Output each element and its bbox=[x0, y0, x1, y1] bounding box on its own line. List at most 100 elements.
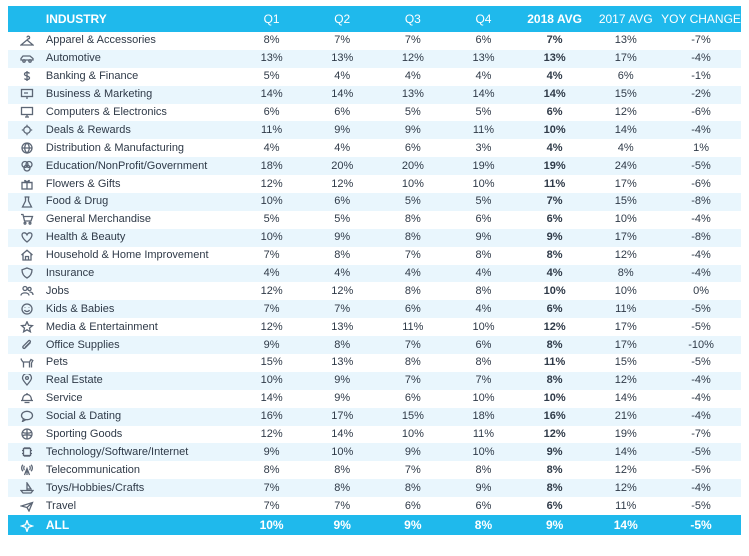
cell-q2: 9% bbox=[334, 392, 351, 405]
cell-2018-avg: 4% bbox=[546, 141, 563, 154]
row-icon-cell bbox=[8, 354, 46, 372]
cell-q2: 4% bbox=[334, 141, 351, 154]
cell-q2: 8% bbox=[334, 249, 351, 262]
cell-2017-avg: 8% bbox=[617, 267, 634, 280]
cell-2017-avg: 11% bbox=[615, 302, 637, 315]
cell-q3: 8% bbox=[404, 213, 421, 226]
cell-q1: 5% bbox=[263, 70, 280, 83]
cell-2018-avg: 12% bbox=[543, 320, 566, 333]
bell-icon bbox=[20, 393, 33, 404]
total-row: ALL 10% 9% 9% 8% 9% 14% -5% bbox=[8, 515, 741, 536]
cell-yoy-change: -5% bbox=[691, 302, 711, 315]
cell-2018-avg: 12% bbox=[543, 428, 566, 441]
header-q1: Q1 bbox=[263, 12, 280, 26]
table-row: Banking & Finance 5% 4% 4% 4% 4% 6% -1% bbox=[8, 68, 741, 86]
table-row: Sporting Goods 12% 14% 10% 11% 12% 19% -7% bbox=[8, 426, 741, 444]
industry-name: Technology/Software/Internet bbox=[45, 445, 189, 458]
cell-2018-avg: 8% bbox=[546, 338, 563, 351]
header-icon-cell bbox=[8, 6, 46, 32]
cell-q3: 8% bbox=[404, 231, 421, 244]
cell-2018-avg: 7% bbox=[546, 195, 563, 208]
row-icon-cell bbox=[8, 390, 46, 408]
cell-q3: 6% bbox=[404, 392, 421, 405]
cell-2018-avg: 14% bbox=[543, 88, 566, 101]
cell-q1: 7% bbox=[263, 302, 280, 315]
cell-q4: 5% bbox=[475, 106, 492, 118]
cell-q3: 12% bbox=[401, 52, 424, 65]
cell-q4: 6% bbox=[475, 213, 492, 226]
cell-q2: 13% bbox=[331, 52, 354, 65]
dog-icon bbox=[20, 357, 34, 368]
cell-q3: 7% bbox=[404, 249, 421, 262]
header-2018-avg: 2018 AVG bbox=[527, 12, 582, 26]
header-industry: INDUSTRY bbox=[45, 12, 107, 26]
header-q3: Q3 bbox=[404, 12, 421, 26]
cell-q4: 9% bbox=[475, 231, 492, 244]
cell-q1: 10% bbox=[260, 374, 283, 387]
cell-yoy-change: -2% bbox=[691, 88, 711, 101]
cell-q2: 7% bbox=[334, 34, 351, 47]
cell-yoy-change: -6% bbox=[691, 106, 711, 118]
total-q4: 8% bbox=[474, 518, 493, 533]
cell-yoy-change: -4% bbox=[691, 249, 711, 262]
cell-2017-avg: 12% bbox=[614, 249, 637, 262]
cell-2018-avg: 11% bbox=[543, 356, 566, 369]
row-icon-cell bbox=[8, 336, 46, 354]
industry-name: Jobs bbox=[45, 284, 70, 297]
table-row: Business & Marketing 14% 14% 13% 14% 14% 15% -2… bbox=[8, 85, 741, 104]
cell-q4: 18% bbox=[472, 410, 495, 423]
cell-2018-avg: 10% bbox=[543, 123, 566, 136]
cell-q4: 6% bbox=[475, 499, 492, 512]
cell-q2: 20% bbox=[331, 159, 354, 172]
house-icon bbox=[21, 249, 33, 261]
header-2017-avg: 2017 AVG bbox=[598, 12, 653, 26]
cell-2017-avg: 15% bbox=[614, 356, 637, 369]
cell-2017-avg: 11% bbox=[615, 499, 637, 512]
total-q3: 9% bbox=[404, 518, 422, 533]
cell-yoy-change: 1% bbox=[693, 141, 709, 154]
table-row: Social & Dating 16% 17% 15% 18% 16% 21% -4% bbox=[8, 407, 741, 426]
cell-q1: 6% bbox=[263, 106, 280, 118]
cell-q2: 14% bbox=[331, 88, 354, 101]
industry-name: Sporting Goods bbox=[45, 428, 123, 441]
cell-q3: 7% bbox=[404, 374, 421, 387]
cell-2017-avg: 14% bbox=[614, 445, 637, 458]
industry-table: INDUSTRY Q1 Q2 Q3 Q4 2018 AVG 2017 AVG Y… bbox=[8, 6, 741, 536]
smiley-icon bbox=[21, 303, 33, 315]
cell-q1: 18% bbox=[260, 159, 283, 172]
cell-q4: 13% bbox=[472, 52, 495, 65]
cell-2017-avg: 19% bbox=[614, 428, 637, 441]
cell-yoy-change: 0% bbox=[693, 284, 709, 297]
badge-icon bbox=[21, 124, 33, 136]
cell-q1: 7% bbox=[263, 249, 280, 262]
cell-yoy-change: -10% bbox=[688, 338, 714, 351]
star-icon bbox=[19, 320, 34, 333]
table-row: Jobs 12% 12% 8% 8% 10% 10% 0% bbox=[8, 282, 741, 300]
plane-icon bbox=[19, 501, 34, 512]
total-q1: 10% bbox=[259, 518, 284, 533]
cell-yoy-change: -4% bbox=[691, 213, 711, 226]
cell-q4: 10% bbox=[472, 177, 495, 190]
industry-name: Computers & Electronics bbox=[45, 106, 167, 118]
cell-2018-avg: 19% bbox=[543, 159, 566, 172]
cell-2017-avg: 12% bbox=[614, 106, 637, 118]
cell-q3: 10% bbox=[401, 177, 424, 190]
table-row: Telecommunication 8% 8% 7% 8% 8% 12% -5% bbox=[8, 461, 741, 479]
row-icon-cell bbox=[8, 461, 46, 479]
cell-2018-avg: 6% bbox=[546, 106, 563, 118]
cell-q3: 9% bbox=[404, 123, 421, 136]
globe-icon bbox=[21, 142, 33, 154]
cell-yoy-change: -8% bbox=[691, 195, 711, 208]
cell-2017-avg: 24% bbox=[614, 159, 637, 172]
cell-yoy-change: -4% bbox=[691, 392, 711, 405]
cell-q1: 12% bbox=[260, 320, 283, 333]
circles-icon bbox=[21, 160, 33, 172]
cell-yoy-change: -4% bbox=[691, 123, 711, 136]
row-icon-cell bbox=[8, 32, 46, 50]
row-icon-cell bbox=[8, 86, 46, 104]
row-icon-cell bbox=[8, 426, 46, 444]
cell-q3: 20% bbox=[401, 159, 424, 172]
table-row: Real Estate 10% 9% 7% 7% 8% 12% -4% bbox=[8, 371, 741, 390]
table-row: Household & Home Improvement 7% 8% 7% 8% 8% 12… bbox=[8, 247, 741, 265]
cell-q2: 9% bbox=[334, 231, 351, 244]
